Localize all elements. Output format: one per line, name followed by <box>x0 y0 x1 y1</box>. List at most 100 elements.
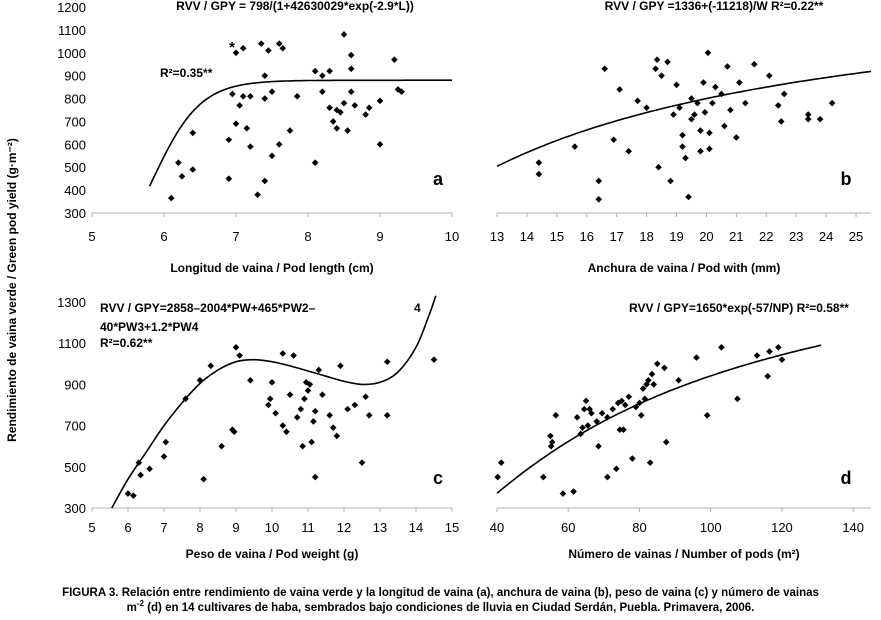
x-tick-label: 100 <box>700 520 722 535</box>
panel-letter: b <box>841 169 852 189</box>
data-point <box>734 395 741 403</box>
data-point <box>685 193 692 201</box>
data-point <box>706 145 713 153</box>
y-tick-label: 1000 <box>57 46 86 61</box>
data-point <box>261 177 269 185</box>
data-point <box>239 44 247 52</box>
data-point <box>301 395 308 403</box>
asterisk-annotation: * <box>229 39 235 56</box>
data-point <box>706 129 713 137</box>
panel-letter: c <box>433 468 443 488</box>
data-point <box>383 358 391 366</box>
data-point <box>679 143 686 150</box>
data-point <box>641 395 649 403</box>
data-point <box>268 379 276 386</box>
data-point <box>319 88 326 95</box>
panel-b: 13 14 15 16 17 18 19 20 21 22 23 24 25 Anchura de vai… <box>490 0 872 275</box>
data-point <box>175 159 182 166</box>
x-tick-label: 24 <box>819 229 833 244</box>
data-point <box>535 159 543 166</box>
data-point <box>610 136 617 144</box>
data-point <box>279 44 287 52</box>
data-point <box>239 92 247 100</box>
data-point <box>753 352 761 359</box>
data-point <box>595 177 603 185</box>
data-point <box>595 442 602 450</box>
x-axis-title: Anchura de vaina / Pod with (mm) <box>588 261 781 275</box>
data-point <box>344 405 351 413</box>
data-point <box>430 356 438 363</box>
x-tick-label: 8 <box>304 229 311 244</box>
x-tick-label: 15 <box>445 520 459 535</box>
x-tick-label: 17 <box>609 229 623 244</box>
data-point <box>540 473 547 481</box>
data-point <box>497 459 505 466</box>
y-axis-title: Rendimiento de vaina verde / Green pod y… <box>5 138 19 442</box>
data-point <box>775 344 782 351</box>
data-point <box>347 88 355 95</box>
data-point <box>347 51 355 59</box>
data-point <box>751 60 758 68</box>
data-point <box>650 381 658 388</box>
data-point <box>376 97 384 105</box>
y-tick-label: 800 <box>64 92 86 107</box>
data-point <box>268 88 276 95</box>
regression-equation-tail: 4 <box>414 301 421 315</box>
x-tick-label: 10 <box>445 229 459 244</box>
data-point <box>736 79 743 86</box>
x-axis-title: Longitud de vaina / Pod length (cm) <box>170 261 373 275</box>
data-point <box>646 459 654 466</box>
data-point <box>693 354 700 361</box>
data-point <box>362 111 369 118</box>
panel-a: 5 6 7 8 9 10 300 400 500 600 700 800 900 1000 1100 1200… <box>57 0 459 275</box>
data-point <box>636 399 643 407</box>
regression-equation: RVV / GPY =1336+(-11218)/W R²=0.22** <box>605 0 824 13</box>
panel-c: 5 6 7 8 9 10 11 12 13 14 15 300 500 700 900 1100 1300 Pes… <box>57 295 459 561</box>
data-point <box>609 405 617 413</box>
data-point <box>688 115 695 123</box>
data-point <box>182 395 189 403</box>
data-point <box>162 438 170 446</box>
data-point <box>593 418 601 425</box>
data-point <box>780 90 788 98</box>
y-tick-label: 700 <box>64 114 86 129</box>
data-point <box>124 490 132 497</box>
data-point <box>326 412 333 419</box>
data-point <box>337 362 344 370</box>
data-point <box>376 141 384 148</box>
data-point <box>247 143 254 150</box>
x-tick-label: 25 <box>849 229 863 244</box>
data-point <box>383 412 391 419</box>
data-point <box>261 95 269 102</box>
data-point <box>774 102 782 109</box>
data-point <box>196 376 204 384</box>
data-point <box>302 379 310 386</box>
data-point <box>254 191 261 198</box>
y-tick-label: 900 <box>64 69 86 84</box>
data-point <box>311 67 319 75</box>
y-tick-label: 300 <box>64 501 86 516</box>
data-point <box>653 360 661 368</box>
fitted-curve <box>496 344 822 494</box>
data-point <box>573 414 581 421</box>
data-point <box>778 356 786 363</box>
data-point <box>311 407 319 415</box>
data-point <box>137 471 144 479</box>
data-point <box>697 127 704 134</box>
y-tick-label: 500 <box>64 460 86 475</box>
data-point <box>261 72 269 79</box>
x-tick-label: 5 <box>88 229 95 244</box>
data-point <box>275 40 283 47</box>
data-point <box>613 465 620 473</box>
data-point <box>340 31 348 38</box>
data-point <box>703 412 711 419</box>
data-point <box>268 152 276 160</box>
data-point <box>265 401 272 409</box>
data-point <box>588 409 595 417</box>
data-point <box>577 430 585 438</box>
x-tick-label: 5 <box>88 520 95 535</box>
caption-line-2: m-2 (d) en 14 cultivares de haba, sembra… <box>0 600 881 616</box>
data-point <box>704 49 712 57</box>
data-point <box>670 111 677 118</box>
